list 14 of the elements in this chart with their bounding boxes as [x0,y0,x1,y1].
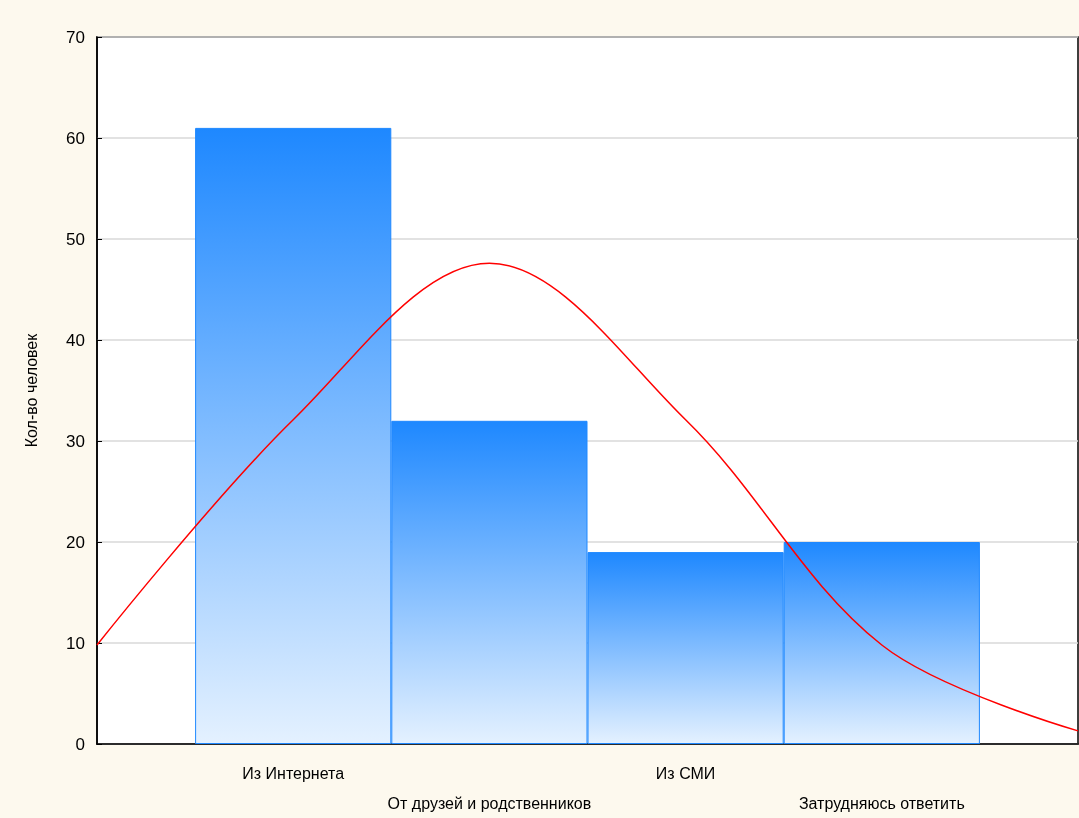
x-tick-label: От друзей и родственников [387,794,592,812]
y-tick-label: 30 [66,431,85,451]
y-tick-label: 70 [66,27,85,47]
y-tick-label: 40 [66,330,85,350]
y-tick-label: 10 [66,633,85,653]
y-tick-label: 0 [75,734,85,754]
y-axis-title: Кол-во человек [22,332,40,448]
x-tick-label: Затрудняюсь ответить [798,794,965,812]
y-tick-label: 60 [66,128,85,148]
y-tick-label: 50 [66,229,85,249]
line-series [96,262,1079,732]
x-tick-label: Из Интернета [242,764,345,782]
x-tick-label: Из СМИ [655,764,716,782]
y-tick-label: 20 [66,532,85,552]
